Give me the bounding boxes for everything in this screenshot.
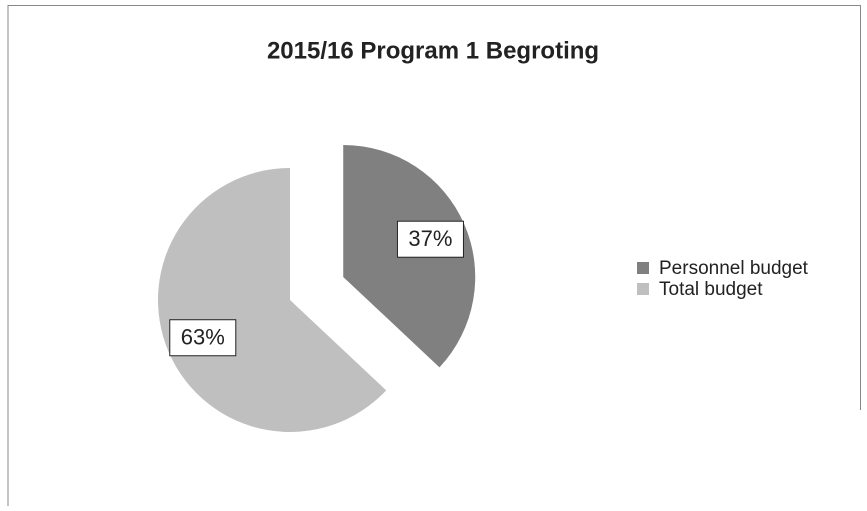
data-label-box	[396, 220, 464, 258]
data-label-box	[169, 319, 237, 357]
chart-frame	[7, 5, 861, 506]
pie-slice	[157, 168, 387, 432]
data-label: 37%	[408, 226, 452, 251]
legend-label: Personnel budget	[659, 258, 809, 279]
data-label: 63%	[181, 325, 225, 350]
legend-swatch	[637, 262, 649, 274]
chart-title: 2015/16 Program 1 Begroting	[267, 37, 599, 64]
legend-swatch	[637, 283, 649, 295]
legend-label: Total budget	[659, 279, 763, 300]
